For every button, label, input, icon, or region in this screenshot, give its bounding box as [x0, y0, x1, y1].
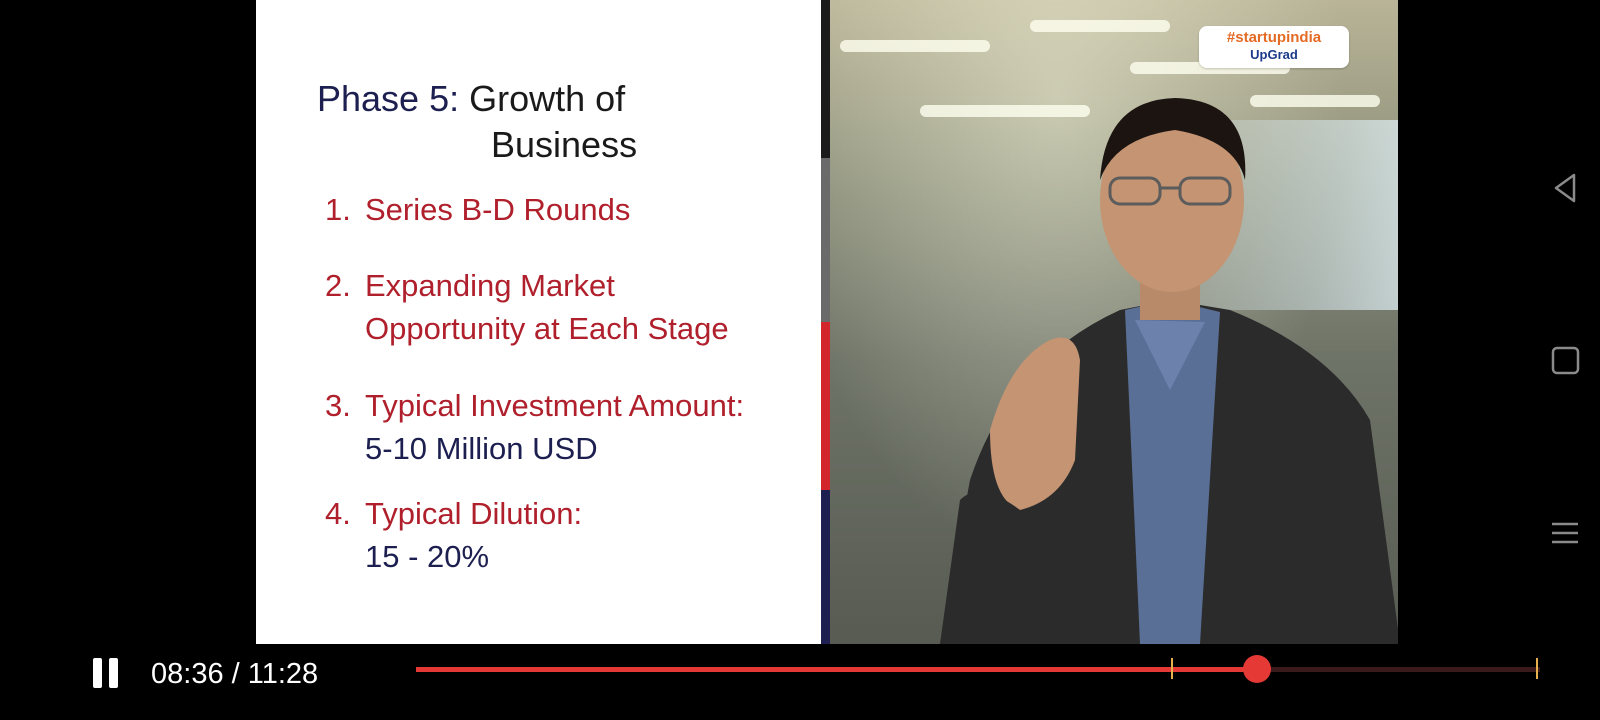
home-icon: [1551, 346, 1580, 375]
ceiling-light: [920, 105, 1090, 117]
slide-point-continuation: Opportunity at Each Stage: [365, 311, 729, 346]
slide-color-divider: [821, 0, 830, 644]
slide-point-number: 4.: [325, 496, 351, 531]
lecture-slide: Phase 5: Growth of Business 1. Series B-D…: [256, 0, 821, 644]
slide-point-text: Typical Investment Amount:: [365, 388, 745, 423]
slide-title-prefix: Phase 5:: [317, 78, 460, 119]
seek-bar[interactable]: [416, 655, 1540, 683]
time-display: 08:36 / 11:28: [151, 654, 318, 694]
slide-point-1: 1. Series B-D Rounds: [325, 188, 630, 231]
watermark-hashtag: #startupindia: [1226, 29, 1322, 46]
slide-point-2: 2. Expanding Market Opportunity at Each S…: [325, 264, 729, 350]
slide-title: Phase 5: Growth of Business: [317, 76, 637, 168]
played-progress: [416, 667, 1258, 672]
slide-point-text: Typical Dilution:: [365, 496, 583, 531]
ceiling-light: [1250, 95, 1380, 107]
speaker-footage: [830, 0, 1398, 644]
slide-title-line2: Business: [491, 124, 638, 165]
seek-scrubber-handle[interactable]: [1243, 655, 1272, 683]
slide-point-value: 15 - 20%: [365, 539, 490, 574]
channel-watermark: #startupindia UpGrad: [1199, 26, 1349, 68]
time-separator: /: [223, 658, 248, 690]
home-button[interactable]: [1540, 335, 1590, 385]
slide-point-4: 4. Typical Dilution: 15 - 20%: [325, 492, 582, 578]
speaker-figure: [940, 98, 1398, 644]
total-duration: 11:28: [247, 658, 319, 690]
slide-point-number: 3.: [325, 388, 351, 423]
recents-button[interactable]: [1540, 508, 1590, 558]
slide-point-value: 5-10 Million USD: [365, 431, 598, 466]
slide-point-number: 2.: [325, 268, 351, 303]
slide-point-number: 1.: [325, 192, 351, 227]
recents-icon: [1552, 522, 1578, 544]
video-player[interactable]: Phase 5: Growth of Business 1. Series B-D…: [256, 0, 1398, 644]
current-time: 08:36: [151, 658, 224, 690]
pause-button[interactable]: [86, 654, 126, 694]
slide-title-line1: Growth of: [469, 78, 626, 119]
chapter-marker: [1536, 658, 1539, 679]
ceiling-light: [1030, 20, 1170, 32]
slide-point-text: Expanding Market: [365, 268, 615, 303]
android-nav-bar: [1530, 0, 1600, 720]
player-controls: 08:36 / 11:28: [0, 644, 1600, 720]
slide-point-3: 3. Typical Investment Amount: 5-10 Millio…: [325, 384, 744, 470]
back-button[interactable]: [1540, 163, 1590, 213]
watermark-brand: UpGrad: [1250, 47, 1298, 62]
chapter-marker: [1170, 658, 1173, 679]
back-icon: [1554, 173, 1576, 203]
ceiling-light: [840, 40, 990, 52]
slide-point-text: Series B-D Rounds: [365, 192, 631, 227]
